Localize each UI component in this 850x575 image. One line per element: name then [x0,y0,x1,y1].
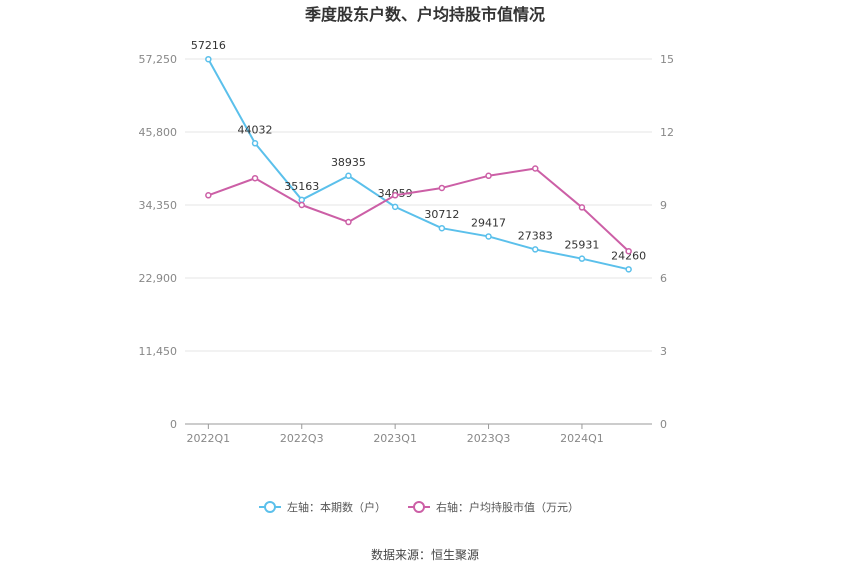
left-tick-label: 22,900 [139,272,178,285]
left-tick-label: 45,800 [139,126,178,139]
chart-title: 季度股东户数、户均持股市值情况 [304,5,545,24]
series-2-point [205,192,212,199]
x-tick-label: 2023Q1 [373,432,417,445]
legend-label: 左轴：本期数（户） [287,500,386,514]
series-1-point [532,246,539,253]
right-tick-label: 0 [660,418,667,431]
data-label: 24260 [611,249,646,262]
series-1-point [345,172,352,180]
series-2 [205,165,632,255]
right-tick-label: 9 [660,199,667,212]
data-label: 29417 [471,216,506,229]
right-tick-label: 3 [660,345,667,358]
series-layer: 5721644032351633893534059307122941727383… [191,39,646,273]
series-2-point [532,165,539,172]
right-tick-label: 15 [660,53,674,66]
x-tick-label: 2022Q3 [280,432,324,445]
series-1-point [485,233,492,240]
data-label: 44032 [238,123,273,136]
series-2-point [345,218,352,226]
legend: 左轴：本期数（户） 右轴：户均持股市值（万元） [259,500,579,514]
series-1-point [251,140,259,147]
series-1-point [625,266,632,273]
series-1-point [438,224,446,232]
x-tick-label: 2023Q3 [467,432,511,445]
x-axis-ticks: 2022Q1 2022Q3 2023Q1 2023Q3 2024Q1 [187,424,604,445]
data-label: 35163 [284,180,319,193]
series-2-point [578,204,586,211]
data-label: 30712 [424,208,459,221]
series-1-point [205,55,212,63]
series-1: 5721644032351633893534059307122941727383… [191,39,646,273]
grid-lines [185,58,652,425]
data-label: 57216 [191,39,226,52]
left-tick-label: 0 [170,418,177,431]
left-axis-ticks: 0 11,450 22,900 34,350 45,800 57,250 [139,53,178,431]
x-tick-label: 2022Q1 [187,432,231,445]
right-axis-ticks: 0 3 6 9 12 15 [660,53,674,431]
series-2-point [485,172,492,180]
right-tick-label: 6 [660,272,667,285]
data-label: 38935 [331,156,366,169]
legend-label: 右轴：户均持股市值（万元） [436,500,579,514]
legend-item-2: 右轴：户均持股市值（万元） [408,500,579,514]
data-source: 数据来源：恒生聚源 [371,547,479,562]
legend-item-1: 左轴：本期数（户） [259,500,386,514]
series-1-line [207,58,629,271]
left-tick-label: 57,250 [139,53,178,66]
series-2-point [438,184,446,192]
series-1-point [391,203,399,211]
x-tick-label: 2024Q1 [560,432,604,445]
series-2-point [298,201,305,209]
data-label: 25931 [564,239,599,252]
legend-swatch-marker [264,501,276,513]
series-2-point [251,174,259,182]
legend-swatch-marker [413,501,425,513]
left-tick-label: 34,350 [139,199,178,212]
left-tick-label: 11,450 [139,345,178,358]
series-1-point [578,255,586,262]
series-2-point [625,247,632,255]
series-2-line [208,167,630,252]
right-tick-label: 12 [660,126,674,139]
series-1-point [298,196,305,204]
series-2-point [391,192,399,199]
data-label: 27383 [518,229,553,242]
